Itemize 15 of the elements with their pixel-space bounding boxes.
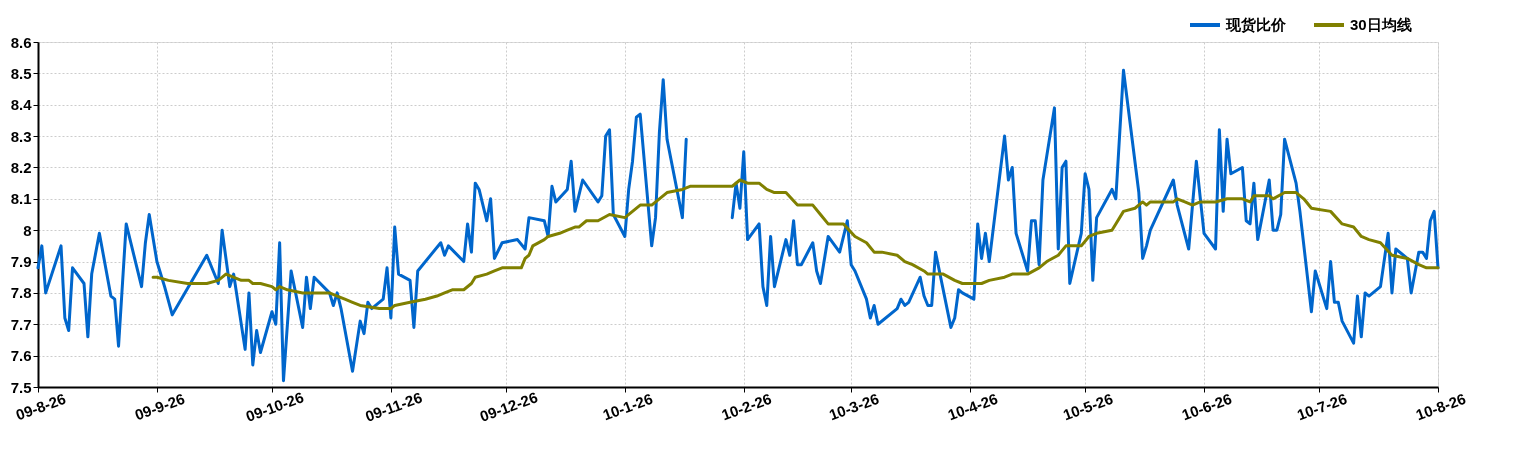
y-tick-label: 8.2 xyxy=(10,158,32,176)
line-series xyxy=(151,178,1440,311)
y-tick-label: 7.8 xyxy=(10,284,32,302)
y-tick-label: 8.5 xyxy=(10,64,32,82)
y-tick-label: 7.9 xyxy=(10,253,32,271)
y-tick-label: 7.5 xyxy=(10,378,32,396)
y-tick-label: 7.6 xyxy=(10,347,32,365)
legend-label: 30日均线 xyxy=(1350,16,1412,33)
y-tick-label: 8.4 xyxy=(10,96,33,114)
y-tick-label: 8.1 xyxy=(10,190,32,208)
y-tick-label: 8.6 xyxy=(10,33,32,51)
legend-label: 现货比价 xyxy=(1225,16,1287,33)
y-tick-label: 8.3 xyxy=(10,127,32,145)
y-tick-label: 7.7 xyxy=(10,315,32,333)
y-tick-label: 8 xyxy=(23,221,32,239)
